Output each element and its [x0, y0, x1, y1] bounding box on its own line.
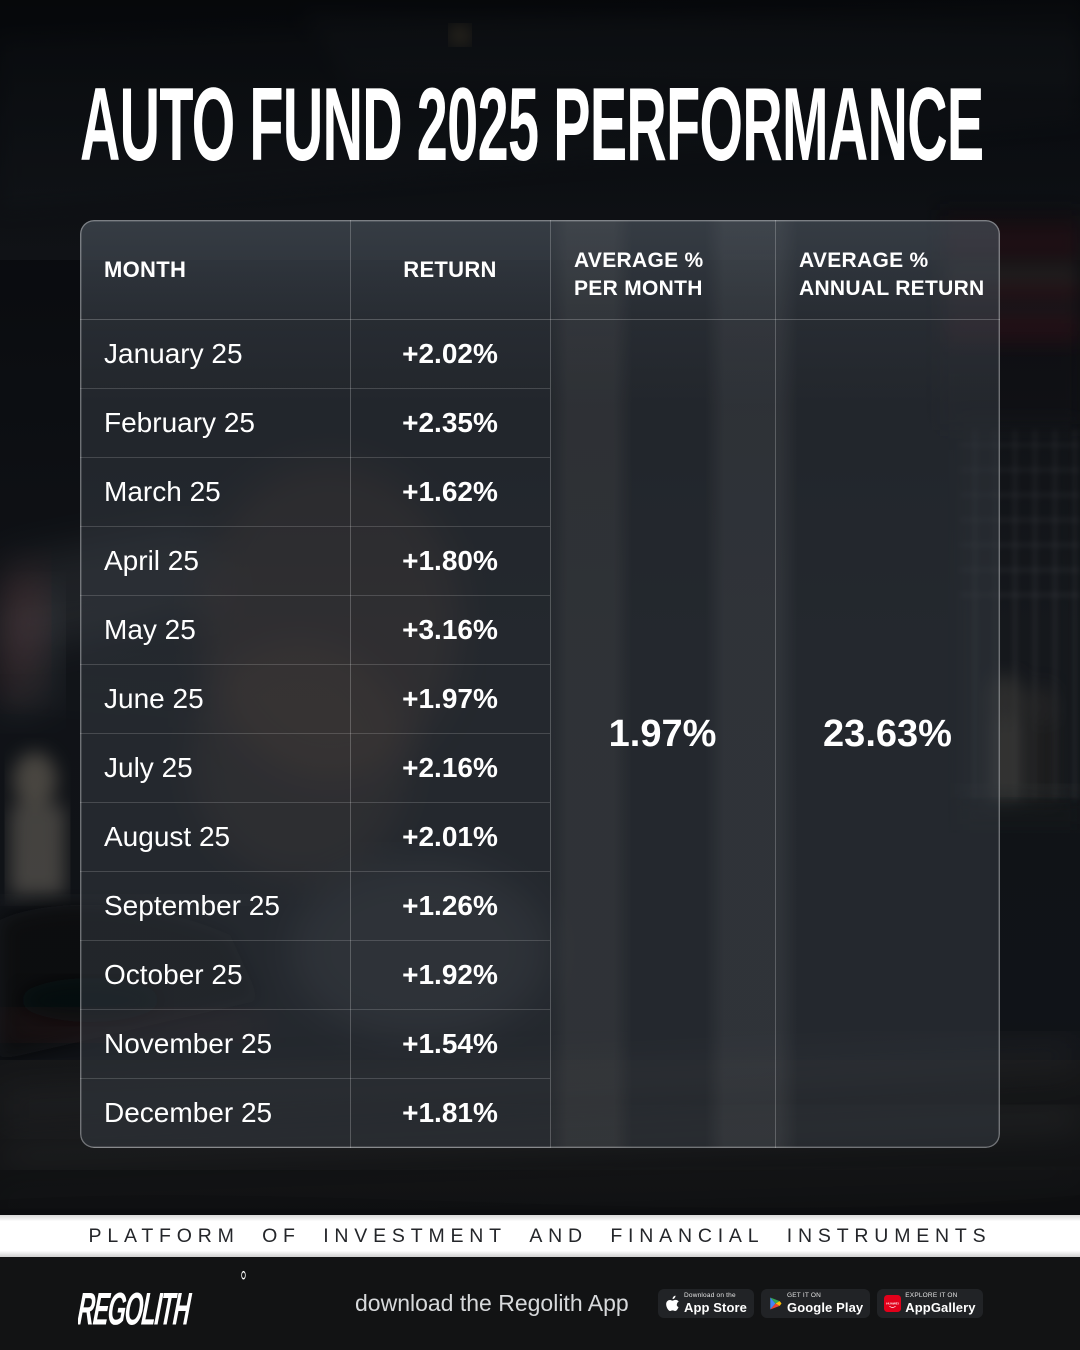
svg-text:REGOLITH: REGOLITH: [78, 1283, 194, 1334]
svg-text:HUAWEI: HUAWEI: [887, 1301, 900, 1305]
